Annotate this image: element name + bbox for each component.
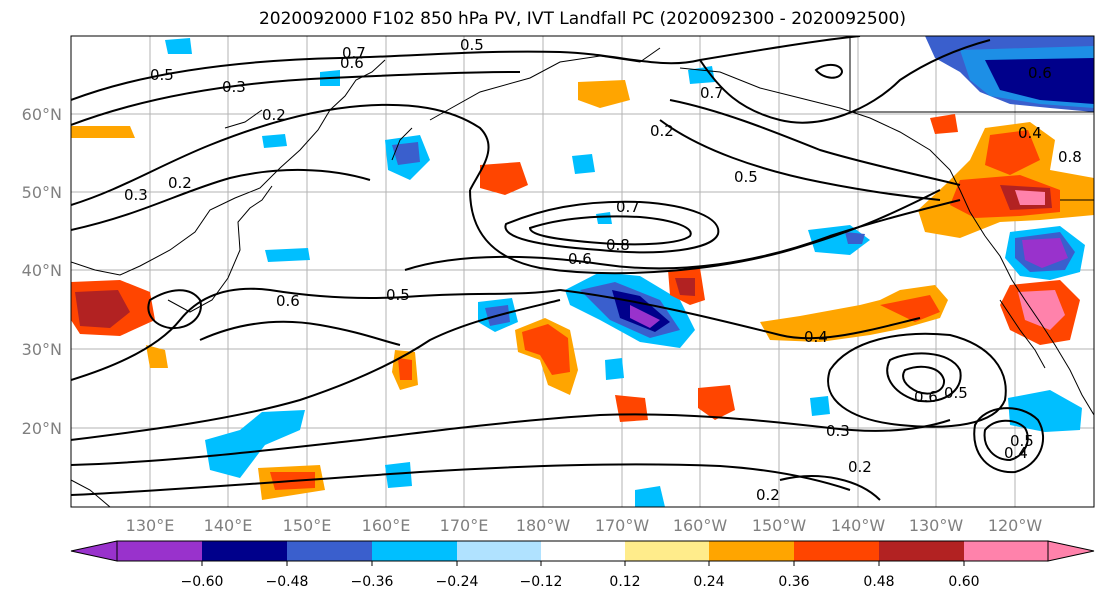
contour-label: 0.8 xyxy=(1058,148,1082,166)
colorbar-tick-label: 0.36 xyxy=(778,574,809,590)
contour-label: 0.6 xyxy=(1028,64,1052,82)
colorbar-segment xyxy=(794,541,879,561)
colorbar-tick-label: −0.48 xyxy=(266,574,309,590)
contour-label: 0.8 xyxy=(606,236,630,254)
contour-label: 0.6 xyxy=(340,54,364,72)
colorbar-segment xyxy=(879,541,964,561)
colorbar-segment xyxy=(709,541,794,561)
contour-label: 0.5 xyxy=(944,384,968,402)
lon-label: 160°W xyxy=(673,516,728,535)
colorbar-tick-label: 0.60 xyxy=(948,574,979,590)
colorbar-left-arrow xyxy=(70,540,118,562)
contour-label: 0.7 xyxy=(616,198,640,216)
contour-label: 0.3 xyxy=(826,422,850,440)
lat-label: 30°N xyxy=(22,340,62,359)
contour-label: 0.2 xyxy=(262,106,286,124)
contour-label: 0.2 xyxy=(650,122,674,140)
colorbar-tick-label: −0.36 xyxy=(351,574,394,590)
contour-label: 0.5 xyxy=(460,36,484,54)
contour-label: 0.5 xyxy=(1010,432,1034,450)
lat-label: 60°N xyxy=(22,105,62,124)
lon-label: 170°E xyxy=(440,516,489,535)
contour-label: 0.4 xyxy=(804,328,828,346)
contour-label: 0.3 xyxy=(222,78,246,96)
colorbar-tick-label: −0.12 xyxy=(520,574,563,590)
colorbar-segment xyxy=(287,541,372,561)
colorbar-segment xyxy=(964,541,1048,561)
colorbar-segment xyxy=(541,541,625,561)
lon-label: 150°E xyxy=(283,516,332,535)
contour-label: 0.6 xyxy=(276,292,300,310)
contour-label: 0.7 xyxy=(700,84,724,102)
colorbar-tick-label: 0.48 xyxy=(863,574,894,590)
lon-label: 170°W xyxy=(595,516,650,535)
colorbar-segment xyxy=(457,541,541,561)
contour-label: 0.6 xyxy=(568,250,592,268)
contour-label: 0.5 xyxy=(386,286,410,304)
lon-label: 160°E xyxy=(362,516,411,535)
colorbar-ticks xyxy=(201,561,965,566)
lon-label: 180°W xyxy=(516,516,571,535)
colorbar-right-arrow xyxy=(1047,540,1095,562)
lat-label: 20°N xyxy=(22,419,62,438)
lon-label: 140°W xyxy=(831,516,886,535)
contour-label: 0.3 xyxy=(124,186,148,204)
lat-label: 50°N xyxy=(22,183,62,202)
coastlines xyxy=(71,36,1094,507)
colorbar-tick-label: −0.60 xyxy=(181,574,224,590)
lon-label: 120°W xyxy=(988,516,1043,535)
pv-contours xyxy=(71,36,1044,501)
colorbar-tick-label: 0.24 xyxy=(693,574,724,590)
contour-label: 0.4 xyxy=(1018,124,1042,142)
colorbar-segment xyxy=(202,541,287,561)
contour-label: 0.5 xyxy=(150,66,174,84)
colorbar: −0.60 −0.48 −0.36 −0.24 −0.12 0.12 0.24 … xyxy=(70,540,1095,590)
lon-label: 130°W xyxy=(909,516,964,535)
contour-label: 0.5 xyxy=(734,168,758,186)
contour-label: 0.7 xyxy=(342,44,366,62)
latitude-labels: 60°N 50°N 40°N 30°N 20°N xyxy=(22,105,62,438)
map-frame xyxy=(70,35,1095,508)
lat-label: 40°N xyxy=(22,261,62,280)
contour-label: 0.4 xyxy=(1004,444,1028,462)
contour-label: 0.2 xyxy=(756,486,780,504)
contour-label: 0.2 xyxy=(168,174,192,192)
contour-label: 0.2 xyxy=(848,458,872,476)
map-title: 2020092000 F102 850 hPa PV, IVT Landfall… xyxy=(258,9,906,29)
pv-shading xyxy=(71,36,1094,507)
lon-label: 150°W xyxy=(752,516,807,535)
lon-label: 130°E xyxy=(126,516,175,535)
longitude-labels: 130°E 140°E 150°E 160°E 170°E 180°W 170°… xyxy=(126,516,1043,535)
lon-label: 140°E xyxy=(204,516,253,535)
colorbar-segment xyxy=(372,541,457,561)
contour-labels: 0.7 0.5 0.6 0.5 0.3 0.2 0.2 0.3 0.6 0.5 … xyxy=(124,36,1082,504)
colorbar-tick-label: −0.24 xyxy=(436,574,479,590)
colorbar-tick-label: 0.12 xyxy=(609,574,640,590)
colorbar-segment xyxy=(625,541,709,561)
contour-label: 0.6 xyxy=(914,388,938,406)
colorbar-segment xyxy=(117,541,202,561)
colorbar-outline xyxy=(116,540,1049,562)
gridlines xyxy=(71,36,1094,507)
